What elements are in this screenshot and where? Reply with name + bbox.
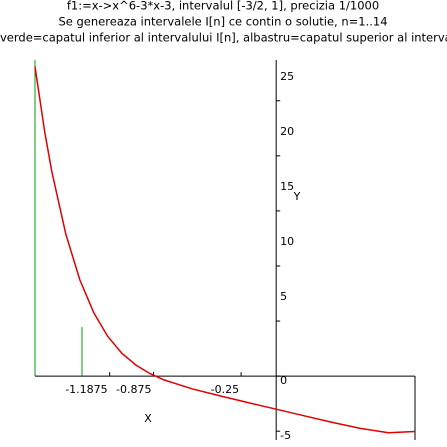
y-tick-label: 25 <box>280 70 294 83</box>
y-tick-label: -5 <box>280 429 291 442</box>
chart-subtitle: Se genereaza intervalele I[n] ce contin … <box>58 15 387 29</box>
chart-title: f1:=x->x^6-3*x-3, intervalul [-3/2, 1], … <box>67 0 379 13</box>
x-tick-label: -0.25 <box>211 383 239 396</box>
x-axis-label: X <box>144 412 152 425</box>
y-axis-label: Y <box>293 190 301 203</box>
y-tick-label: 15 <box>280 180 294 193</box>
x-tick-label: -1.1875 <box>65 383 107 396</box>
chart-caption: verde=capatul inferior al intervalului I… <box>0 31 447 45</box>
y-tick-label: 0 <box>280 374 287 387</box>
y-tick-label: 10 <box>280 235 294 248</box>
y-tick-label: 5 <box>280 290 287 303</box>
x-tick-label: -0.875 <box>116 383 151 396</box>
y-tick-label: 20 <box>280 125 294 138</box>
curve <box>34 66 416 434</box>
